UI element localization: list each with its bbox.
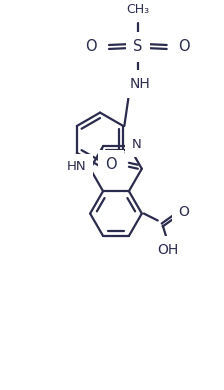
- Text: CH₃: CH₃: [126, 3, 149, 16]
- Text: S: S: [133, 39, 142, 55]
- Text: NH: NH: [129, 77, 150, 91]
- Text: O: O: [105, 157, 117, 172]
- Text: O: O: [179, 204, 190, 218]
- Text: OH: OH: [157, 243, 178, 257]
- Text: O: O: [86, 39, 97, 55]
- Text: O: O: [179, 39, 190, 55]
- Text: HN: HN: [67, 160, 86, 173]
- Text: N: N: [132, 138, 142, 151]
